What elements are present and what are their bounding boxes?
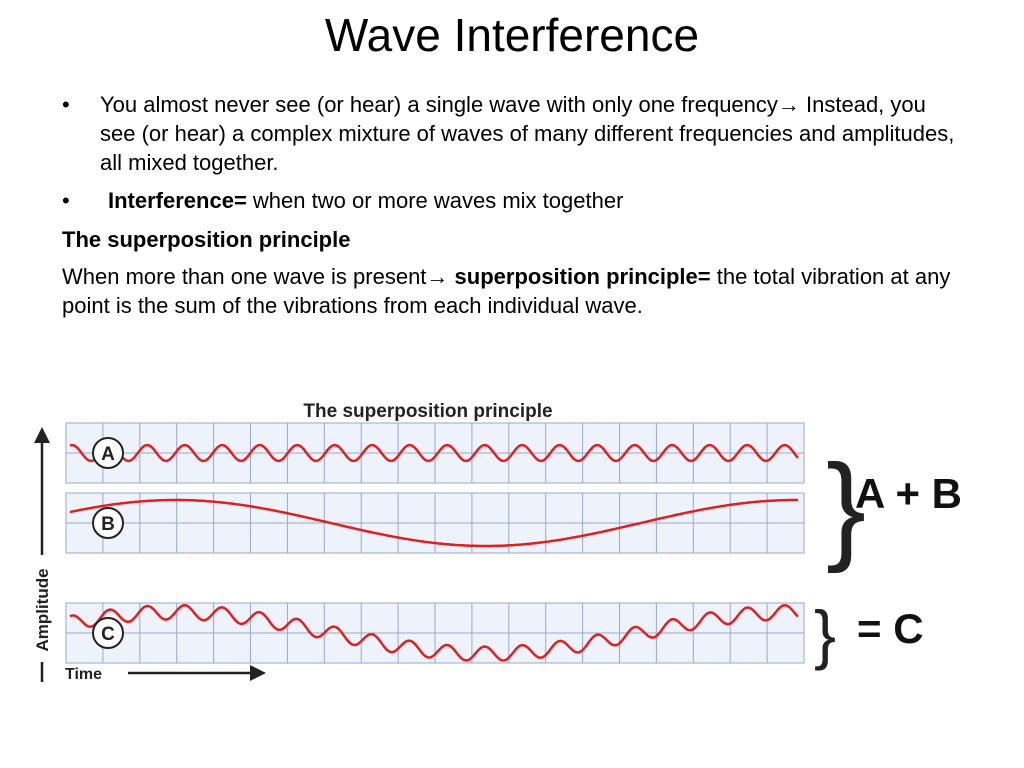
figure-title: The superposition principle [303,401,552,422]
label-circle [92,437,124,469]
result-label: = C [857,605,924,652]
sum-label: A + B [855,470,962,517]
paragraph-bold: superposition principle= [454,264,711,289]
paragraph-text: When more than one wave is present→ [62,264,455,289]
wave-label: C [101,624,115,645]
wave [69,498,798,548]
x-axis-label: Time [65,666,102,683]
label-circle [92,617,124,649]
wave-label: A [101,444,115,465]
wave-label: B [101,514,115,535]
wave [69,443,799,463]
wave [69,603,799,662]
bullet: • Interference= when two or more waves mi… [62,188,624,213]
bullet-text: when two or more waves mix together [246,188,624,213]
arrow-head [250,665,266,681]
y-axis-label: Amplitude [33,568,52,651]
heading: The superposition principle [62,227,351,252]
bullet: • You almost never see (or hear) a single… [62,90,962,177]
paragraph-text: the total vibration at any point is the … [62,264,951,318]
paragraph: When more than one wave is present→ supe… [62,262,952,320]
bullet-bold: Interference= [108,188,247,213]
bullet-text: You almost never see (or hear) a single … [100,92,955,175]
brace: } [814,597,836,671]
arrow-head [34,427,50,443]
brace: } [826,440,866,574]
label-circle [92,507,124,539]
slide-title: Wave Interference [324,9,700,61]
